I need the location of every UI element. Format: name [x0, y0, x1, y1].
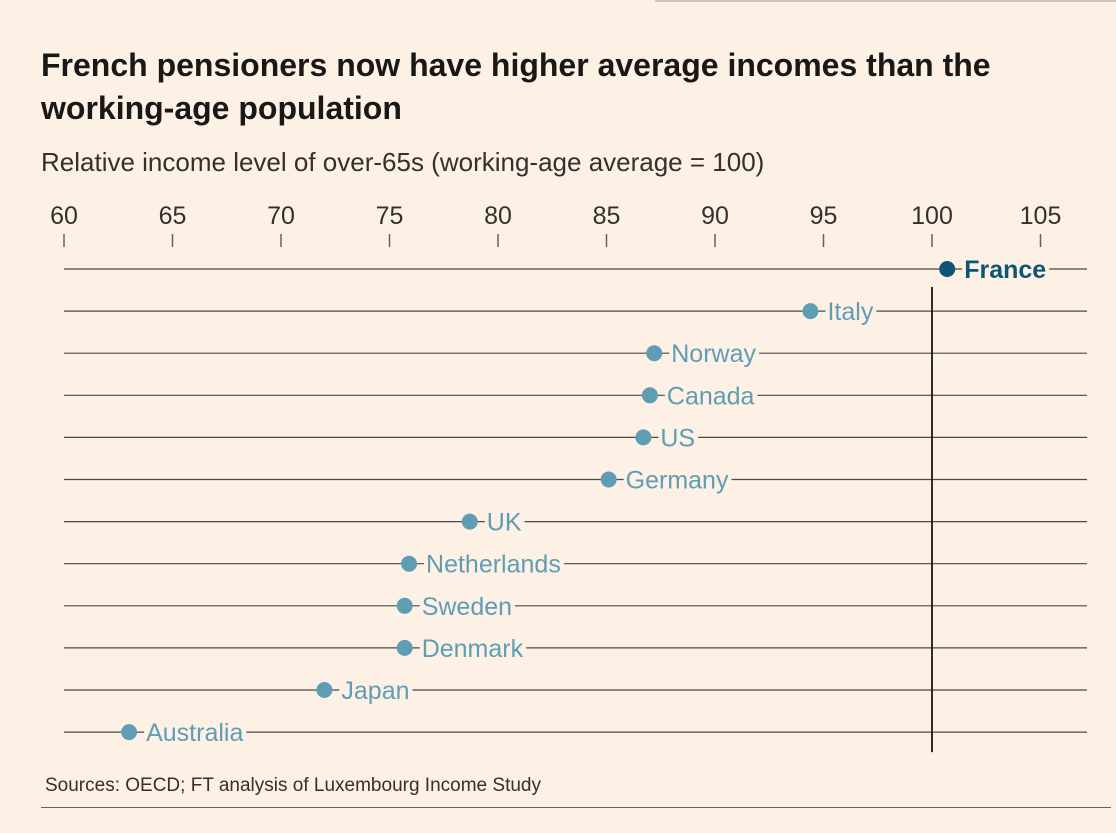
x-tick-label: 80	[484, 202, 512, 230]
country-label-sweden: Sweden	[422, 593, 512, 621]
label-knockout	[339, 677, 413, 703]
country-label-germany: Germany	[626, 467, 729, 495]
x-tick-label: 75	[376, 202, 404, 230]
bottom-rule	[41, 807, 1111, 808]
label-knockout	[669, 340, 759, 367]
country-label-us: US	[660, 424, 695, 452]
chart-subtitle: Relative income level of over-65s (worki…	[41, 147, 765, 177]
label-knockout	[419, 592, 516, 619]
x-tick-label: 85	[593, 202, 621, 230]
country-label-canada: Canada	[667, 382, 755, 410]
x-tick-label: 100	[911, 202, 953, 230]
x-tick-label: 90	[701, 202, 729, 230]
label-knockout	[419, 634, 527, 661]
data-point-japan	[316, 682, 333, 698]
top-rule	[655, 0, 1116, 2]
label-knockout	[664, 382, 758, 409]
x-tick-label: 70	[267, 202, 295, 230]
data-point-sweden	[396, 597, 413, 614]
country-label-uk: UK	[487, 509, 522, 537]
label-knockout	[424, 550, 564, 577]
country-label-italy: Italy	[827, 298, 873, 326]
data-point-netherlands	[401, 555, 418, 572]
data-point-italy	[802, 303, 819, 320]
label-knockout	[658, 424, 699, 451]
data-point-france	[939, 261, 956, 277]
dot-plot: 60 65 70 75 80 85 90 95 100 105 France Italy Norway C…	[50, 202, 1087, 753]
data-point-uk	[461, 513, 478, 530]
label-knockout	[144, 719, 247, 746]
x-tick-label: 60	[50, 202, 78, 230]
label-knockout	[484, 508, 525, 535]
data-point-norway	[646, 345, 663, 362]
country-label-denmark: Denmark	[422, 635, 524, 663]
label-knockout	[623, 466, 732, 493]
x-tick-label: 105	[1020, 202, 1062, 230]
country-label-france: France	[964, 256, 1046, 284]
label-knockout	[825, 298, 877, 325]
country-label-australia: Australia	[146, 719, 243, 747]
source-note: Sources: OECD; FT analysis of Luxembourg…	[45, 775, 541, 796]
data-point-us	[635, 429, 652, 446]
data-point-canada	[641, 387, 658, 404]
country-label-netherlands: Netherlands	[426, 551, 561, 579]
data-point-australia	[121, 724, 138, 741]
label-knockout	[962, 256, 1050, 282]
chart-title: French pensioners now have higher averag…	[41, 47, 991, 126]
data-point-denmark	[396, 639, 413, 656]
data-point-germany	[600, 471, 617, 488]
country-label-norway: Norway	[671, 340, 756, 368]
x-tick-label: 95	[810, 202, 838, 230]
country-label-japan: Japan	[341, 677, 409, 705]
x-tick-label: 65	[159, 202, 187, 230]
